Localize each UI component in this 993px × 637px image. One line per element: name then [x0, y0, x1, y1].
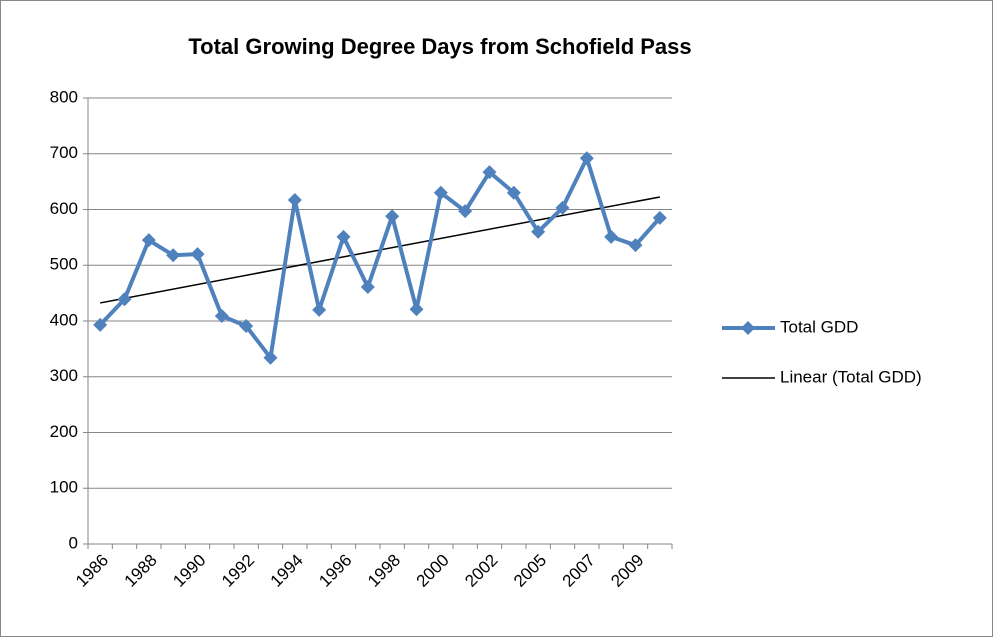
y-tick-label: 600 — [50, 199, 78, 218]
y-tick-label: 300 — [50, 366, 78, 385]
marker — [239, 319, 254, 334]
marker — [336, 229, 351, 244]
marker — [166, 248, 181, 263]
marker — [433, 185, 448, 200]
marker — [652, 210, 667, 225]
legend-label: Total GDD — [780, 317, 858, 336]
y-tick-label: 500 — [50, 255, 78, 274]
marker — [482, 165, 497, 180]
y-tick-label: 800 — [50, 87, 78, 106]
marker — [360, 279, 375, 294]
y-tick-label: 0 — [69, 533, 78, 552]
y-tick-label: 100 — [50, 478, 78, 497]
marker — [263, 350, 278, 365]
marker — [555, 200, 570, 215]
marker — [93, 317, 108, 332]
marker — [579, 151, 594, 166]
legend-label: Linear (Total GDD) — [780, 367, 922, 386]
marker — [312, 302, 327, 317]
marker — [117, 292, 132, 307]
marker — [531, 224, 546, 239]
y-tick-label: 400 — [50, 310, 78, 329]
marker — [458, 204, 473, 219]
marker — [214, 308, 229, 323]
marker — [604, 229, 619, 244]
y-tick-label: 700 — [50, 143, 78, 162]
marker — [287, 193, 302, 208]
marker — [141, 233, 156, 248]
chart-title: Total Growing Degree Days from Schofield… — [188, 34, 691, 59]
y-tick-label: 200 — [50, 422, 78, 441]
marker — [385, 209, 400, 224]
marker — [190, 247, 205, 262]
marker — [506, 185, 521, 200]
marker — [628, 238, 643, 253]
marker — [409, 302, 424, 317]
legend-marker — [741, 321, 755, 335]
